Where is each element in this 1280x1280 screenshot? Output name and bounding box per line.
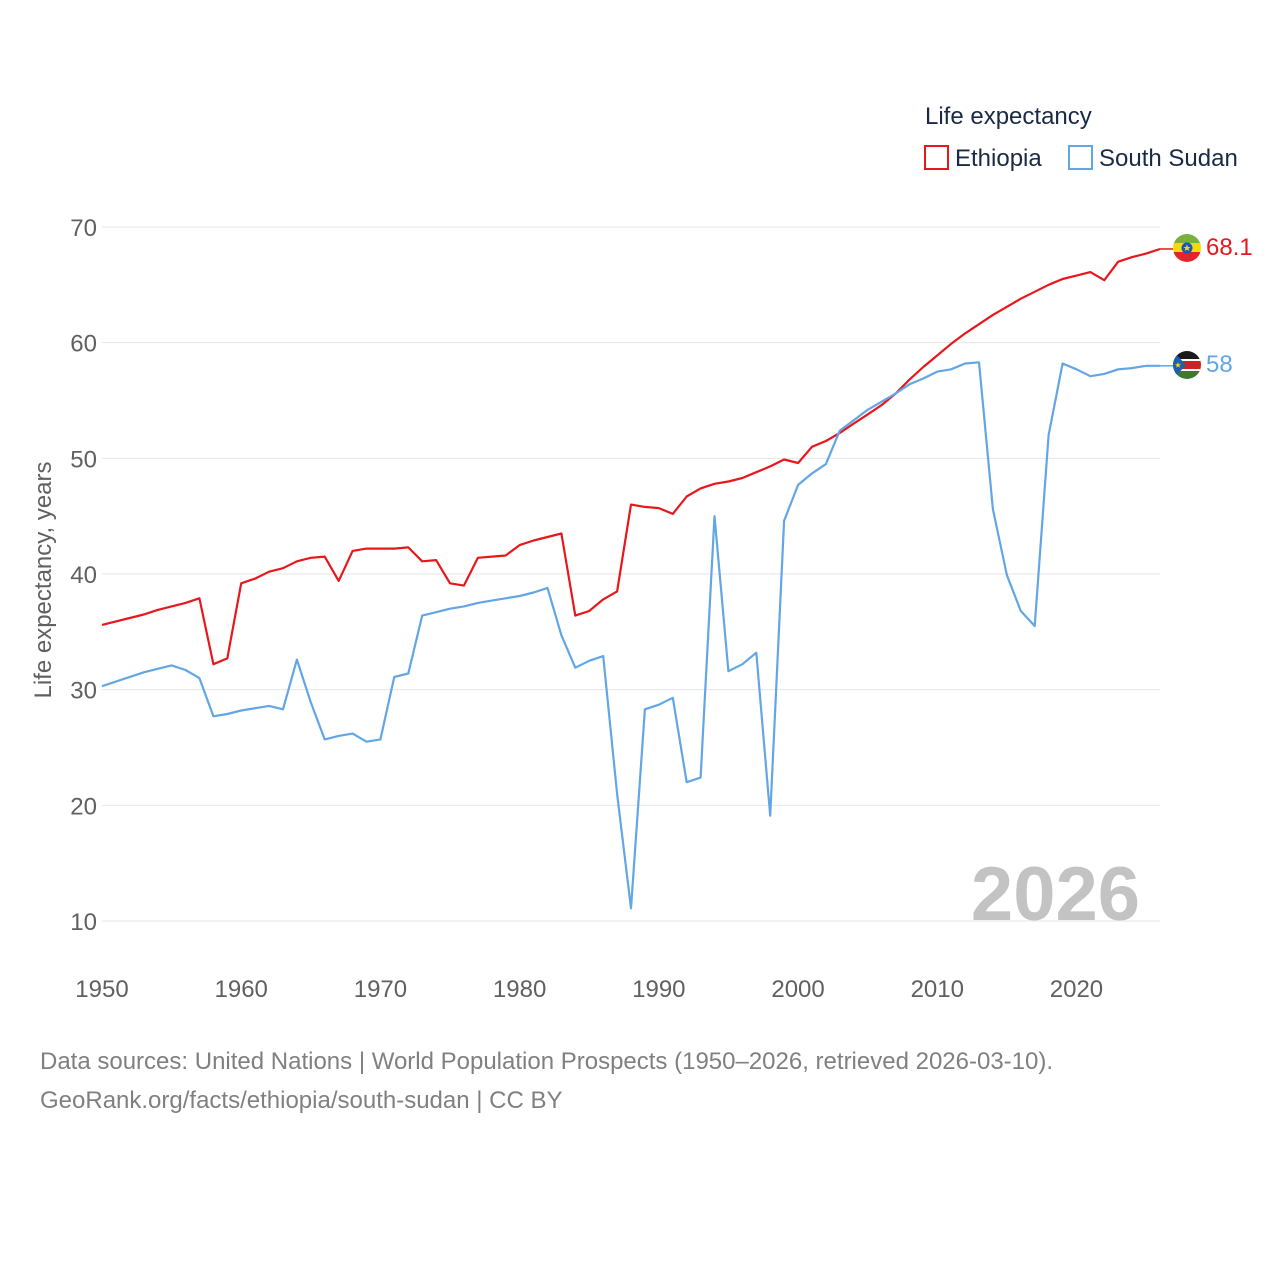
- series-line-south-sudan[interactable]: [101, 361, 1160, 910]
- y-tick-label: 60: [70, 331, 97, 358]
- south-sudan-flag-icon: [1173, 351, 1201, 379]
- end-label-south-sudan: 58: [1206, 351, 1233, 378]
- legend-swatch-ethiopia: [924, 145, 949, 170]
- y-axis-label: Life expectancy, years: [30, 461, 57, 698]
- series-line-ethiopia[interactable]: [101, 247, 1161, 666]
- x-tick-label: 1990: [632, 976, 685, 1003]
- series-lines: [101, 247, 1173, 910]
- footer: Data sources: United Nations | World Pop…: [40, 1042, 1053, 1120]
- legend-label-south-sudan: South Sudan: [1099, 145, 1238, 172]
- x-tick-label: 1960: [215, 976, 268, 1003]
- legend-item-south-sudan[interactable]: South Sudan: [1068, 145, 1238, 172]
- x-tick-label: 1970: [354, 976, 407, 1003]
- source-link[interactable]: GeoRank.org/facts/ethiopia/south-sudan |…: [40, 1087, 563, 1114]
- x-axis-ticks: 1950 1960 1970 1980 1990 2000 2010 2020: [75, 976, 1103, 1003]
- legend-item-ethiopia[interactable]: Ethiopia: [924, 145, 1042, 172]
- legend-label-ethiopia: Ethiopia: [955, 145, 1042, 172]
- legend-title: Life expectancy: [925, 103, 1092, 130]
- y-tick-label: 50: [70, 446, 97, 473]
- x-tick-label: 2020: [1050, 976, 1103, 1003]
- year-watermark: 2026: [971, 852, 1140, 937]
- legend-swatch-south-sudan: [1068, 145, 1093, 170]
- y-tick-label: 20: [70, 793, 97, 820]
- y-tick-label: 10: [70, 909, 97, 936]
- y-axis-ticks: 10 20 30 40 50 60 70: [70, 215, 97, 936]
- y-tick-label: 30: [70, 678, 97, 705]
- x-tick-label: 1980: [493, 976, 546, 1003]
- legend[interactable]: Life expectancy Ethiopia South Sudan: [924, 103, 1238, 172]
- x-tick-label: 1950: [75, 976, 128, 1003]
- end-label-ethiopia: 68.1: [1206, 234, 1253, 261]
- x-tick-label: 2010: [911, 976, 964, 1003]
- line-chart: 10 20 30 40 50 60 70 1950 1960 1970 1980 1990 2000 2…: [30, 103, 1253, 1003]
- y-tick-label: 70: [70, 215, 97, 242]
- y-tick-label: 40: [70, 562, 97, 589]
- gridlines: [102, 226, 1160, 922]
- ethiopia-flag-icon: [1173, 234, 1201, 262]
- x-tick-label: 2000: [771, 976, 824, 1003]
- data-sources-text: Data sources: United Nations | World Pop…: [40, 1048, 1054, 1075]
